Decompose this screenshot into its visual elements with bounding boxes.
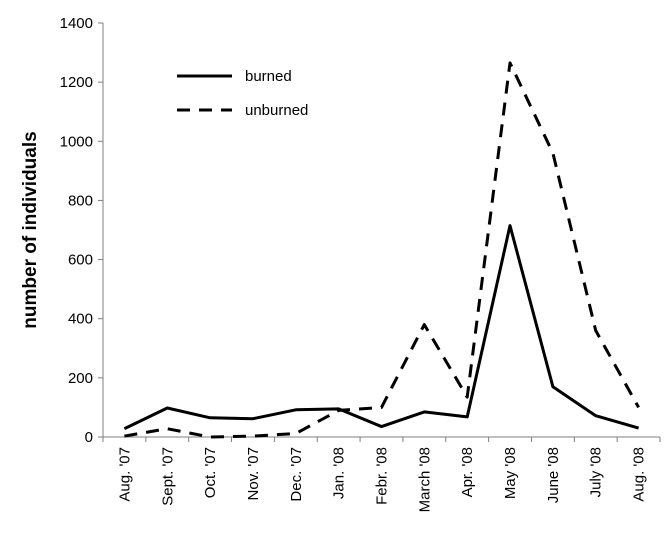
y-tick-label: 0 — [85, 429, 93, 446]
y-tick-label: 400 — [68, 311, 93, 328]
x-tick-label: Oct. '07 — [202, 447, 219, 498]
x-tick-label: Febr. '08 — [374, 447, 391, 505]
x-tick-label: Jan. '08 — [331, 447, 348, 499]
y-tick-label: 800 — [68, 192, 93, 209]
x-tick-label: Dec. '07 — [288, 447, 305, 502]
x-tick-label: Nov. '07 — [245, 447, 262, 500]
x-tick-label: May '08 — [502, 447, 519, 499]
x-axis: Aug. '07 Sept. '07 Oct. '07 Nov. '07 Dec. '0… — [102, 436, 661, 512]
x-tick-label: March '08 — [416, 447, 433, 512]
x-tick-label: June '08 — [545, 447, 562, 503]
x-tick-label: Aug. '08 — [631, 447, 648, 502]
series-line-burned — [123, 224, 640, 431]
y-tick-label: 1000 — [60, 133, 93, 150]
y-axis-label: number of individuals — [20, 131, 41, 328]
y-tick-label: 1200 — [60, 74, 93, 91]
legend: burned unburned — [177, 68, 308, 119]
y-tick-label: 600 — [68, 252, 93, 269]
y-tick-label: 1400 — [60, 15, 93, 32]
series-line-unburned — [124, 61, 640, 439]
legend-label-unburned: unburned — [245, 102, 308, 119]
series-layer — [123, 61, 640, 439]
x-tick-label: Sept. '07 — [159, 447, 176, 506]
y-tick-label: 200 — [68, 370, 93, 387]
x-tick-label: July '08 — [588, 447, 605, 497]
legend-label-burned: burned — [245, 68, 292, 85]
x-tick-label: Aug. '07 — [116, 447, 133, 502]
y-axis: 0 200 400 600 800 1000 1200 1400 — [60, 15, 104, 446]
x-tick-label: Apr. '08 — [459, 447, 476, 497]
